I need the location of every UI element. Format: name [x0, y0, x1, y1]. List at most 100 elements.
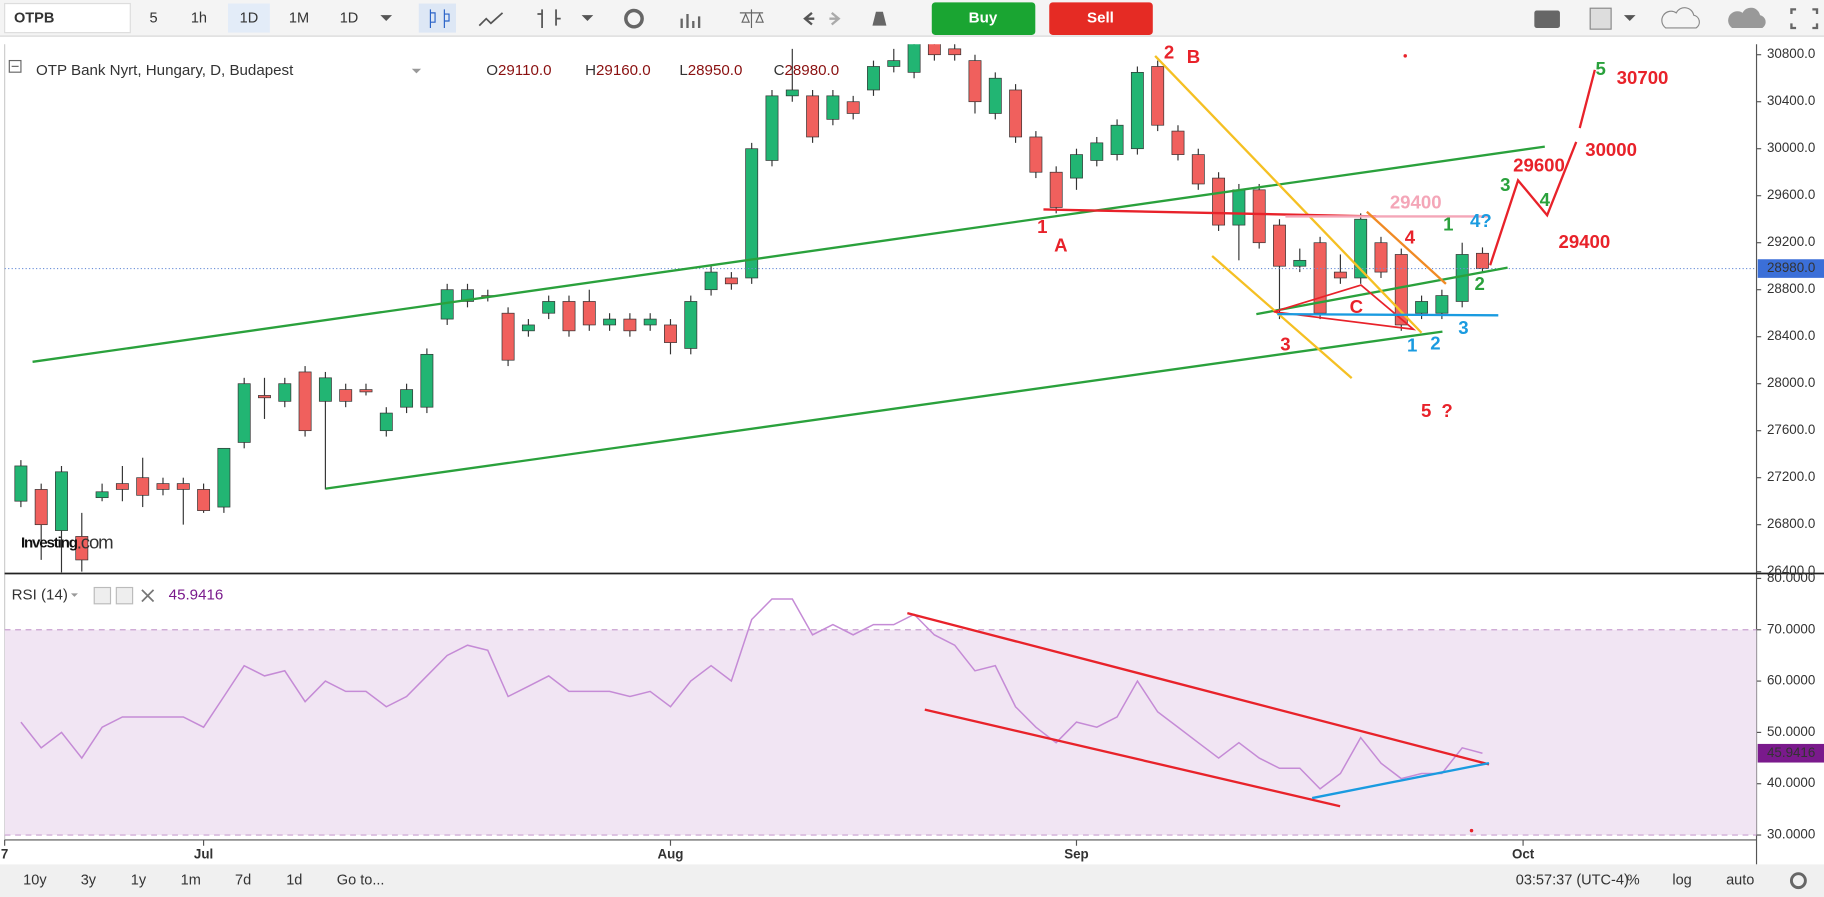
candle-body	[1252, 189, 1266, 244]
trend-line	[1211, 255, 1353, 379]
rsi-drawings	[907, 611, 1490, 833]
annotation: 29400	[1390, 192, 1442, 213]
annotation: 5	[1421, 400, 1431, 421]
redo-icon[interactable]	[829, 11, 841, 26]
range-button[interactable]: Go to...	[337, 872, 385, 888]
interval-button[interactable]: 5	[150, 11, 158, 27]
rsi-pane	[4, 598, 1757, 836]
candle-body	[927, 44, 941, 56]
candle-body	[948, 48, 962, 56]
interval-button[interactable]: 1h	[191, 11, 207, 27]
candle-body	[867, 66, 880, 91]
buy-button[interactable]	[931, 2, 1036, 35]
candle-body	[400, 389, 414, 408]
candle-body	[156, 483, 170, 490]
load-icon[interactable]	[1661, 7, 1700, 29]
settings-icon[interactable]	[1789, 872, 1807, 890]
save-icon[interactable]	[1728, 7, 1766, 28]
ohlc-item: O29110.0	[486, 62, 551, 79]
ohlc-value: 29160.0	[596, 62, 651, 79]
candle-body	[1374, 242, 1388, 273]
annotation: 1	[1443, 214, 1453, 235]
visibility-icon[interactable]	[93, 586, 112, 605]
dropdown-icon[interactable]	[380, 15, 393, 21]
candle-body	[1476, 252, 1489, 269]
trend-line	[1366, 210, 1447, 285]
x-tick-label: 7	[1, 847, 8, 862]
candle-body	[298, 371, 312, 432]
candle-body	[115, 483, 129, 490]
candle-body	[217, 447, 231, 508]
dropdown-icon[interactable]	[411, 68, 422, 74]
option-button[interactable]: auto	[1726, 872, 1754, 888]
interval-button[interactable]: 1M	[289, 11, 309, 27]
option-button[interactable]: %	[1627, 872, 1640, 888]
ohlc-key: C	[774, 62, 785, 79]
settings-icon[interactable]	[115, 586, 134, 605]
candle-body	[745, 148, 759, 279]
candle-body	[1171, 130, 1185, 155]
candle-body	[988, 77, 1002, 114]
candle-body	[1354, 218, 1368, 279]
layout-icon[interactable]	[1589, 7, 1612, 30]
y-tick-label: 40.0000	[1767, 775, 1815, 790]
option-button[interactable]: log	[1672, 872, 1691, 888]
collapse-icon[interactable]	[8, 59, 22, 73]
range-button[interactable]: 1m	[181, 872, 201, 888]
symbol[interactable]: OTPB	[14, 11, 54, 27]
bar-icon[interactable]	[537, 9, 561, 28]
candle-body	[1232, 189, 1246, 226]
candle-body	[765, 95, 779, 161]
interval-active[interactable]	[228, 3, 270, 33]
annotation: 29400	[1558, 231, 1610, 252]
annotation: 4	[1540, 189, 1551, 210]
y-tick-label: 26800.0	[1767, 516, 1815, 531]
range-button[interactable]: 1d	[286, 872, 302, 888]
candle-body	[1029, 136, 1043, 173]
ohlc-value: 29110.0	[498, 62, 551, 79]
dropdown-icon[interactable]	[1623, 15, 1636, 21]
undo-icon[interactable]	[803, 11, 815, 26]
candle-icon[interactable]	[429, 9, 450, 28]
interval-button[interactable]: 1D	[340, 11, 359, 27]
candle-body	[1009, 89, 1023, 138]
y-tick-label: 28800.0	[1767, 281, 1815, 296]
line-icon[interactable]	[478, 12, 504, 27]
clock: 03:57:37 (UTC-4)	[1516, 872, 1629, 888]
compare-icon[interactable]	[739, 9, 764, 28]
y-tick-label: 80.0000	[1767, 570, 1815, 585]
fullscreen-icon[interactable]	[1790, 8, 1819, 30]
ohlc-value: 28980.0	[784, 62, 839, 79]
symbol-box[interactable]	[4, 2, 131, 34]
y-tick-label: 28400.0	[1767, 328, 1815, 343]
price-pane	[4, 44, 1757, 573]
candle-body	[237, 383, 251, 443]
interval-button[interactable]: 1D	[240, 11, 259, 27]
indicators-icon[interactable]	[680, 14, 701, 28]
range-button[interactable]: 3y	[81, 872, 97, 888]
close-icon[interactable]	[141, 589, 155, 603]
candle-icon-bg[interactable]	[418, 3, 456, 33]
candle-body	[55, 471, 68, 531]
range-button[interactable]: 10y	[23, 872, 47, 888]
candle-body	[724, 277, 738, 285]
buy-label[interactable]: Buy	[969, 10, 998, 27]
last-value-box	[1757, 743, 1824, 763]
dropdown-icon[interactable]	[581, 15, 594, 21]
settings-icon[interactable]	[624, 8, 644, 29]
dropdown-icon[interactable]	[70, 593, 78, 597]
sell-button[interactable]	[1049, 2, 1153, 35]
candle-body	[562, 301, 576, 332]
annotation: 2	[1430, 332, 1440, 353]
sell-label[interactable]: Sell	[1087, 10, 1114, 27]
y-tick-label: 30000.0	[1767, 140, 1815, 155]
y-tick-label: 60.0000	[1767, 673, 1815, 688]
snapshot-icon[interactable]	[1534, 10, 1560, 28]
footer	[0, 864, 1824, 897]
candle-body	[887, 60, 901, 67]
range-button[interactable]: 1y	[131, 872, 147, 888]
alert-icon[interactable]	[872, 11, 887, 26]
range-button[interactable]: 7d	[235, 872, 251, 888]
ohlc-key: O	[486, 62, 498, 79]
forecast-path	[1489, 141, 1578, 266]
